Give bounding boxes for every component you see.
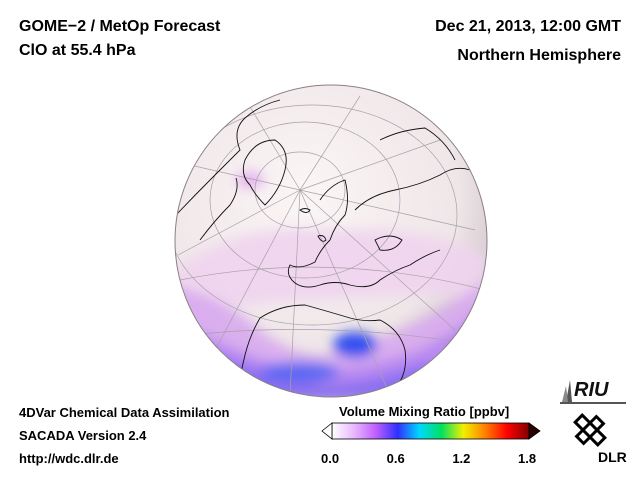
svg-text:DLR: DLR bbox=[598, 449, 627, 465]
version-label: SACADA Version 2.4 bbox=[19, 428, 147, 443]
method-label: 4DVar Chemical Data Assimilation bbox=[19, 405, 230, 420]
coastlines bbox=[175, 99, 471, 393]
colorbar bbox=[321, 422, 541, 440]
colorbar-tick-label: 0.0 bbox=[321, 451, 340, 466]
datetime-label: Dec 21, 2013, 12:00 GMT bbox=[435, 18, 621, 35]
svg-text:RIU: RIU bbox=[574, 379, 609, 401]
dlr-logo: DLR bbox=[573, 413, 627, 465]
species-label: ClO at 55.4 hPa bbox=[19, 42, 136, 59]
product-title: GOME−2 / MetOp Forecast bbox=[19, 18, 221, 35]
region-label: Northern Hemisphere bbox=[457, 47, 621, 64]
colorbar-min-arrow bbox=[321, 422, 333, 440]
colorbar-tick-label: 0.6 bbox=[386, 451, 405, 466]
colorbar-tick-label: 1.8 bbox=[518, 451, 537, 466]
colorbar-bar bbox=[331, 422, 530, 440]
colorbar-tick-label: 1.2 bbox=[452, 451, 471, 466]
url-label: http://wdc.dlr.de bbox=[19, 451, 119, 466]
colorbar-title: Volume Mixing Ratio [ppbv] bbox=[339, 404, 510, 419]
colorbar-max-arrow bbox=[528, 422, 541, 440]
riu-logo: RIU bbox=[560, 379, 626, 404]
